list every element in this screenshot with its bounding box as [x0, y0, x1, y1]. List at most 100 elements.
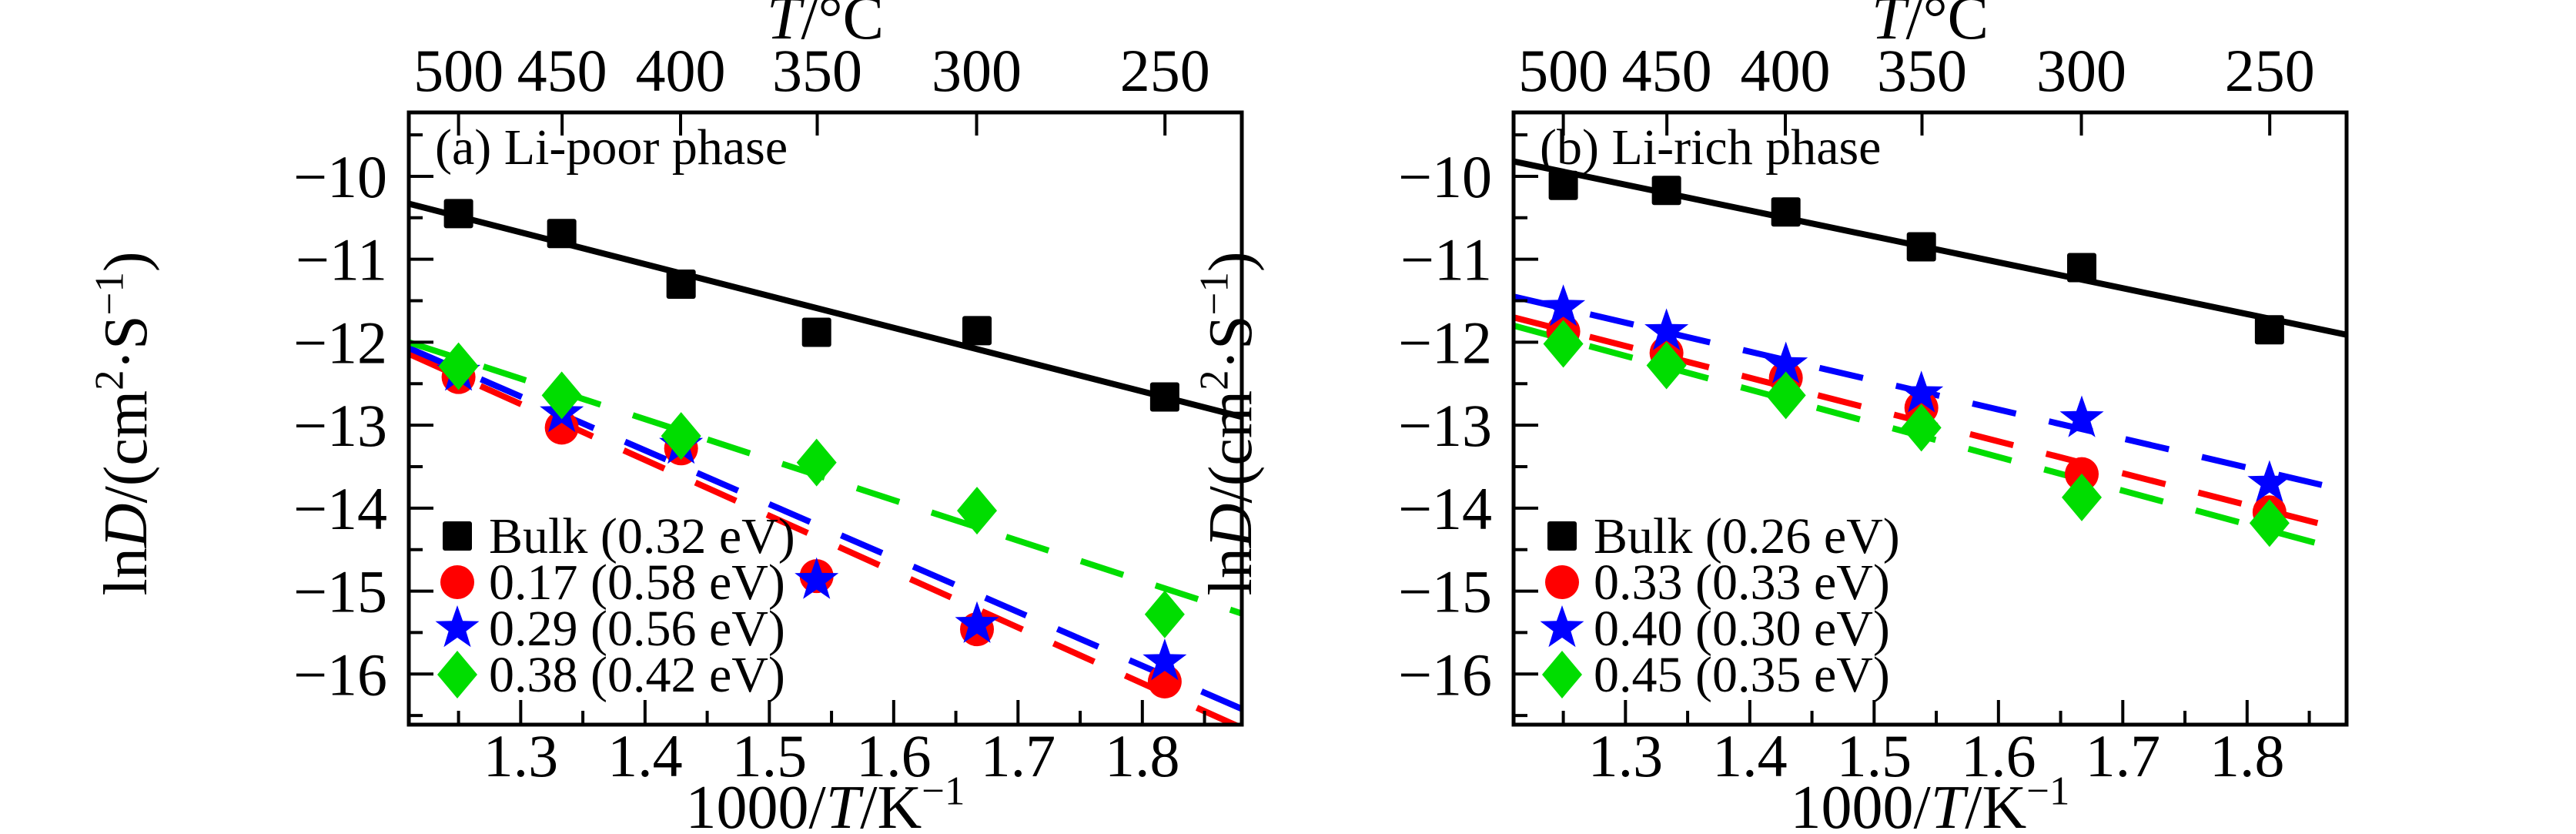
x-tick-label: 1.3: [1588, 722, 1664, 789]
x-tick-label: 1.5: [1837, 722, 1912, 789]
x-tick-label: 1.8: [2210, 722, 2285, 789]
top-tick-label: 250: [1120, 37, 1210, 104]
top-tick-label: 400: [636, 37, 726, 104]
panel-b: 1.3 1.4 1.5 1.6 1.7 1.8 −10 −11 −12 −13 −14 −15 −16 5…: [1193, 0, 2349, 834]
legend-label: 0.40 (0.30 eV): [1594, 601, 1890, 657]
y-tick-label: −12: [1398, 309, 1492, 376]
top-tick-label: 450: [517, 37, 607, 104]
marker-star: [1899, 370, 1944, 413]
legend-marker-diamond: [437, 651, 477, 698]
marker-square: [1548, 170, 1578, 200]
legend-label: 0.29 (0.56 eV): [489, 601, 785, 657]
marker-diamond: [661, 412, 701, 461]
marker-square: [666, 269, 696, 299]
marker-square: [1149, 382, 1179, 412]
x-tick-label: 1.7: [2086, 722, 2161, 789]
y-axis-title: lnD/(cm2·S−1): [88, 252, 160, 596]
marker-star: [2247, 460, 2292, 502]
top-tick-label: 300: [2036, 37, 2126, 104]
marker-square: [1771, 197, 1801, 227]
marker-star: [795, 557, 839, 599]
top-tick-label: 250: [2225, 37, 2315, 104]
top-axis-title: T/°C: [767, 0, 884, 52]
x-tick-label: 1.6: [856, 722, 932, 789]
x-tick-label: 1.4: [607, 722, 683, 789]
top-tick-label: 500: [413, 37, 503, 104]
legend-label: 0.45 (0.35 eV): [1594, 647, 1890, 703]
legend-marker-diamond: [1542, 651, 1582, 698]
x-tick-label: 1.7: [981, 722, 1056, 789]
legend-label: Bulk (0.26 eV): [1594, 508, 1900, 564]
marker-diamond: [1646, 341, 1687, 390]
marker-diamond: [1144, 590, 1185, 638]
marker-square: [801, 317, 831, 347]
legend-marker-circle: [440, 565, 474, 599]
top-tick-label: 350: [1877, 37, 1967, 104]
y-tick-label: −16: [1398, 641, 1492, 708]
marker-star: [955, 601, 999, 643]
legend-marker-star: [1540, 605, 1584, 648]
top-tick-label: 300: [932, 37, 1022, 104]
y-tick-label: −14: [1398, 475, 1492, 542]
top-axis-title: T/°C: [1872, 0, 1989, 52]
legend-label: Bulk (0.32 eV): [489, 508, 795, 564]
plot-frame: [1511, 110, 2349, 727]
legend-label: 0.33 (0.33 eV): [1594, 554, 1890, 611]
legend-marker-square: [443, 521, 472, 551]
marker-square: [2254, 315, 2284, 345]
marker-star: [2059, 395, 2104, 437]
panel-title: (a) Li-poor phase: [435, 119, 788, 176]
marker-diamond: [957, 487, 998, 535]
y-tick-label: −10: [293, 143, 387, 210]
y-tick-label: −13: [1398, 392, 1492, 459]
top-tick-label: 500: [1518, 37, 1608, 104]
marker-diamond: [2062, 473, 2103, 521]
y-tick-label: −15: [1398, 558, 1492, 625]
fit-line: [409, 339, 1242, 617]
legend-marker-square: [1547, 521, 1577, 551]
x-tick-label: 1.8: [1105, 722, 1180, 789]
x-tick-label: 1.5: [732, 722, 808, 789]
y-tick-label: −11: [1400, 226, 1492, 293]
marker-star: [1142, 638, 1187, 681]
y-axis-title: lnD/(cm2·S−1): [1193, 252, 1265, 596]
fit-line: [409, 200, 1242, 420]
marker-star: [1541, 284, 1586, 327]
marker-diamond: [796, 438, 837, 487]
panel-a: 1.3 1.4 1.5 1.6 1.7 1.8 −10 −11 −12 −13 −14 −15 −16 5…: [88, 0, 1244, 834]
x-tick-label: 1.4: [1712, 722, 1788, 789]
y-tick-label: −10: [1398, 143, 1492, 210]
marker-square: [443, 199, 473, 229]
marker-diamond: [2249, 499, 2290, 548]
x-tick-label: 1.6: [1961, 722, 2036, 789]
marker-square: [547, 219, 577, 249]
marker-square: [1906, 232, 1936, 262]
marker-square: [2067, 253, 2097, 283]
marker-diamond: [1543, 320, 1584, 368]
x-tick-label: 1.3: [483, 722, 559, 789]
marker-square: [962, 316, 992, 346]
top-tick-label: 450: [1622, 37, 1712, 104]
legend-marker-circle: [1545, 565, 1579, 599]
y-tick-label: −12: [293, 309, 387, 376]
top-tick-label: 350: [772, 37, 862, 104]
x-axis-title: 1000/T/K−1: [1791, 769, 2070, 834]
x-axis-title: 1000/T/K−1: [686, 769, 965, 834]
legend-label: 0.38 (0.42 eV): [489, 647, 785, 703]
marker-square: [1651, 176, 1681, 206]
marker-diamond: [438, 342, 479, 390]
panel-title: (b) Li-rich phase: [1540, 119, 1881, 176]
y-tick-label: −14: [293, 475, 387, 542]
marker-diamond: [1901, 404, 1942, 452]
marker-star: [1644, 308, 1689, 350]
legend-marker-star: [435, 605, 480, 648]
plot-frame: [406, 110, 1244, 727]
y-tick-label: −15: [293, 558, 387, 625]
top-tick-label: 400: [1741, 37, 1831, 104]
marker-diamond: [1765, 371, 1806, 420]
y-tick-label: −13: [293, 392, 387, 459]
y-tick-label: −11: [296, 226, 387, 293]
marker-diamond: [541, 371, 582, 420]
